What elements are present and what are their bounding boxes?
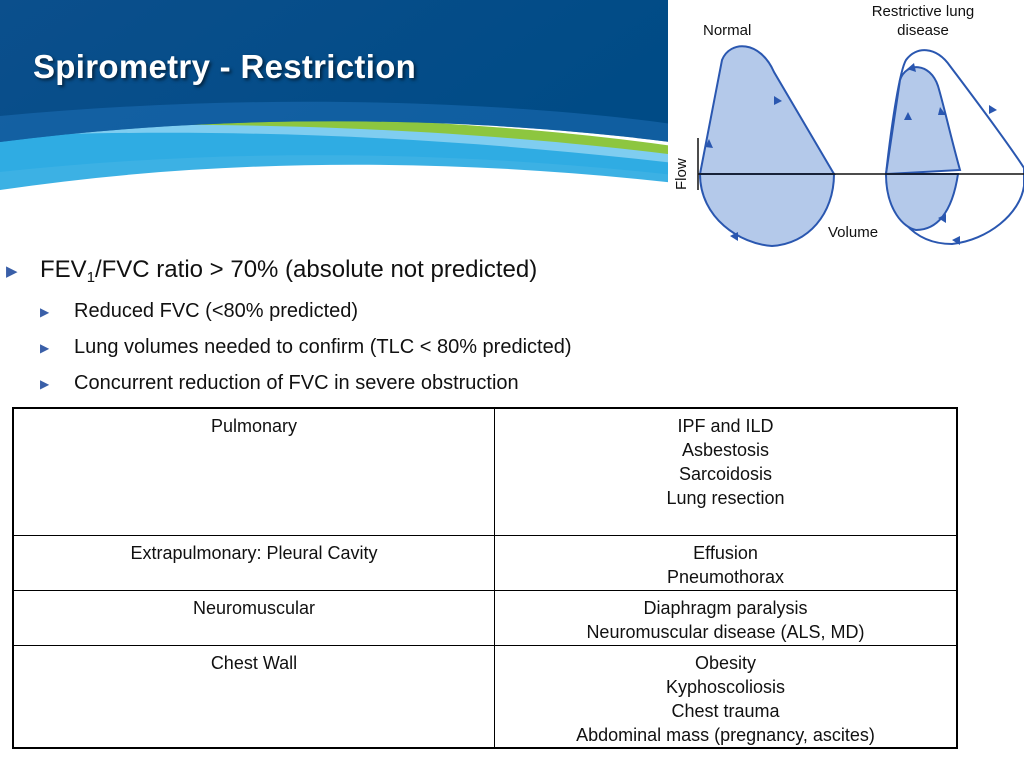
sub-bullet-text: Reduced FVC (<80% predicted)	[74, 300, 359, 322]
condition-item: Obesity	[694, 652, 757, 673]
normal-loop	[698, 45, 836, 248]
arrow-icon	[774, 96, 782, 105]
category-cell: Chest Wall	[12, 644, 495, 749]
normal-reference-loop	[884, 49, 1024, 246]
sub-bullet-text: Concurrent reduction of FVC in severe ob…	[74, 372, 519, 394]
banner-cyan-swoosh	[0, 132, 700, 190]
arrow-icon	[938, 107, 946, 115]
sub-bullet-reduced-fvc: ▶ Reduced FVC (<80% predicted)	[40, 300, 358, 323]
bullet-arrow-icon: ▶	[40, 341, 50, 355]
conditions-cell: Obesity Kyphoscoliosis Chest trauma Abdo…	[494, 644, 958, 749]
normal-label: Normal	[703, 22, 751, 39]
category-cell: Neuromuscular	[12, 589, 495, 646]
arrow-icon	[904, 112, 912, 120]
condition-item: Lung resection	[666, 488, 785, 508]
sub-bullet-lung-volumes: ▶ Lung volumes needed to confirm (TLC < …	[40, 336, 572, 359]
restrictive-label-line2: disease	[897, 22, 949, 39]
conditions-cell: IPF and ILD Asbestosis Sarcoidosis Lung …	[494, 407, 958, 536]
condition-item: Chest trauma	[671, 700, 780, 721]
normal-loop-expiration	[698, 45, 836, 175]
arrow-icon	[989, 105, 997, 114]
condition-item: Diaphragm paralysis	[643, 597, 808, 618]
bullet-main-text: FEV1/FVC ratio > 70% (absolute not predi…	[40, 256, 538, 287]
arrow-icon	[938, 214, 946, 223]
condition-item: Abdominal mass (pregnancy, ascites)	[576, 724, 875, 745]
flow-volume-diagram: Normal Restrictive lung disease Volume F…	[668, 0, 1024, 248]
bullet-main: ▶ FEV1/FVC ratio > 70% (absolute not pre…	[6, 256, 538, 287]
restrictive-loop	[884, 66, 962, 176]
condition-item: IPF and ILD	[677, 416, 774, 436]
slide-title: Spirometry - Restriction	[33, 48, 417, 85]
restrictive-label-line1: Restrictive lung	[872, 3, 975, 20]
bullet-arrow-icon: ▶	[40, 377, 50, 391]
table-row: Pulmonary IPF and ILD Asbestosis Sarcoid…	[12, 407, 958, 536]
table-row: Extrapulmonary: Pleural Cavity Effusion …	[12, 534, 958, 591]
conditions-cell: Diaphragm paralysis Neuromuscular diseas…	[494, 589, 958, 646]
arrow-icon	[730, 232, 738, 241]
sub-bullet-text: Lung volumes needed to confirm (TLC < 80…	[74, 336, 572, 358]
flow-axis-label: Flow	[673, 158, 690, 190]
bullet-arrow-icon: ▶	[40, 305, 50, 319]
restriction-causes-table: Pulmonary IPF and ILD Asbestosis Sarcoid…	[12, 407, 958, 749]
sub-bullet-concurrent-reduction: ▶ Concurrent reduction of FVC in severe …	[40, 372, 519, 395]
condition-item: Neuromuscular disease (ALS, MD)	[586, 621, 865, 642]
condition-item: Pneumothorax	[666, 566, 785, 587]
table-row: Neuromuscular Diaphragm paralysis Neurom…	[12, 589, 958, 646]
normal-loop-inspiration	[698, 173, 836, 248]
condition-item: Sarcoidosis	[678, 464, 773, 484]
table-row: Chest Wall Obesity Kyphoscoliosis Chest …	[12, 644, 958, 749]
conditions-cell: Effusion Pneumothorax	[494, 534, 958, 591]
condition-item: Asbestosis	[681, 440, 770, 460]
arrow-icon	[952, 236, 960, 245]
condition-item: Kyphoscoliosis	[665, 676, 786, 697]
volume-axis-label: Volume	[828, 224, 878, 241]
category-cell: Extrapulmonary: Pleural Cavity	[12, 534, 495, 591]
banner-blue-highlight	[0, 101, 700, 146]
category-cell: Pulmonary	[12, 407, 495, 536]
arrow-icon	[907, 63, 916, 72]
bullet-arrow-icon: ▶	[6, 263, 18, 280]
restrictive-loop-lower	[884, 173, 960, 232]
condition-item: Effusion	[693, 542, 758, 563]
arrow-icon	[705, 139, 713, 148]
restrictive-loops	[884, 49, 1024, 246]
